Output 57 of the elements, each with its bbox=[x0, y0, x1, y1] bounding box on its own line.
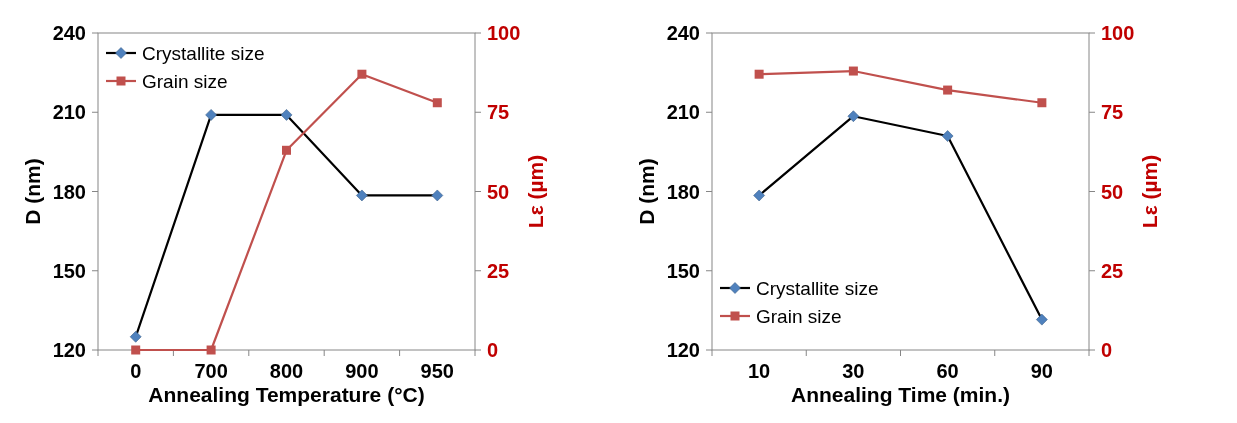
point bbox=[943, 85, 953, 95]
point bbox=[357, 69, 367, 79]
y2-tick-label: 0 bbox=[1101, 339, 1113, 361]
y-tick-label: 150 bbox=[52, 259, 86, 282]
y2-tick-label: 100 bbox=[487, 22, 521, 44]
point bbox=[1037, 98, 1047, 108]
x-axis-title: Annealing Time (min.) bbox=[791, 383, 1010, 406]
y-tick-label: 120 bbox=[666, 339, 700, 361]
legend-label: Crystallite size bbox=[142, 42, 265, 64]
y-tick-label: 120 bbox=[52, 339, 86, 361]
y-tick-label: 240 bbox=[52, 22, 86, 44]
point bbox=[131, 345, 141, 355]
point bbox=[206, 345, 216, 355]
y2-tick-label: 50 bbox=[1101, 180, 1124, 203]
point bbox=[753, 189, 765, 202]
y2-axis-title: Lε (µm) bbox=[1138, 154, 1161, 229]
y2-tick-label: 0 bbox=[487, 339, 499, 361]
point bbox=[282, 145, 291, 155]
point bbox=[280, 109, 293, 121]
y2-tick-label: 50 bbox=[487, 180, 510, 203]
y2-tick-label: 100 bbox=[1101, 22, 1135, 44]
y2-tick-label: 75 bbox=[487, 101, 510, 124]
y2-tick-label: 25 bbox=[487, 259, 510, 282]
y-tick-label: 180 bbox=[52, 180, 86, 203]
x-tick-label: 950 bbox=[420, 360, 454, 382]
y-tick-label: 210 bbox=[666, 101, 700, 124]
x-tick-label: 30 bbox=[842, 360, 865, 382]
point bbox=[432, 98, 442, 108]
point bbox=[847, 110, 860, 123]
point bbox=[431, 189, 444, 202]
y-tick-label: 150 bbox=[666, 259, 700, 282]
x-tick-label: 0 bbox=[130, 360, 142, 382]
x-tick-label: 90 bbox=[1030, 360, 1053, 382]
y-tick-label: 210 bbox=[52, 101, 86, 124]
x-tick-label: 700 bbox=[194, 360, 228, 382]
y2-tick-label: 75 bbox=[1101, 101, 1124, 124]
legend-label: Grain size bbox=[756, 305, 842, 327]
point bbox=[848, 66, 858, 76]
x-tick-label: 10 bbox=[748, 360, 771, 382]
point bbox=[941, 130, 954, 142]
y2-tick-label: 25 bbox=[1101, 259, 1124, 282]
x-tick-label: 900 bbox=[345, 360, 379, 382]
point bbox=[1036, 313, 1048, 326]
x-tick-label: 800 bbox=[269, 360, 304, 382]
legend-label: Crystallite size bbox=[756, 277, 879, 299]
point bbox=[129, 330, 142, 343]
y-tick-label: 180 bbox=[666, 180, 700, 203]
point bbox=[205, 109, 217, 121]
y-axis-title: D (nm) bbox=[635, 158, 658, 225]
point bbox=[754, 69, 764, 79]
x-tick-label: 60 bbox=[936, 360, 959, 382]
y-axis-title: D (nm) bbox=[21, 158, 44, 225]
x-axis-title: Annealing Temperature (°C) bbox=[148, 383, 425, 406]
legend-label: Grain size bbox=[142, 70, 228, 92]
y2-axis-title: Lε (µm) bbox=[524, 154, 547, 229]
point bbox=[356, 189, 368, 202]
y-tick-label: 240 bbox=[666, 22, 700, 44]
